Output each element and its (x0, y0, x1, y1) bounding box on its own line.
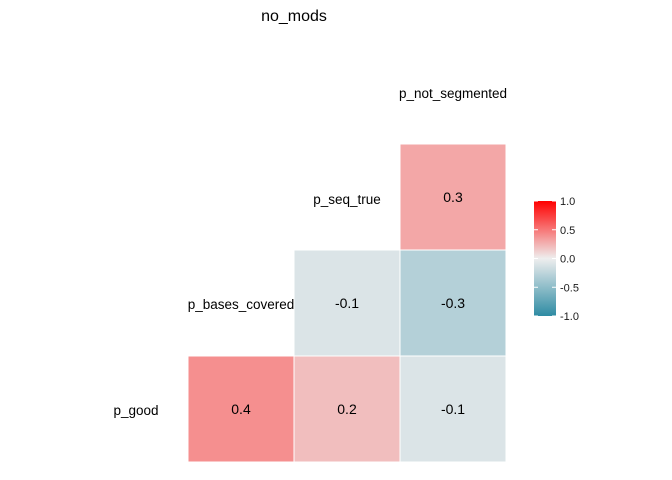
heatmap-cell-p-good-p-seq-true (293, 355, 401, 463)
legend-ticks: 1.0 0.5 0.0 -0.5 -1.0 (534, 196, 579, 323)
heatmap-cell-p-good-p-bases-covered (187, 355, 295, 463)
heatmap-cell-p-bases-covered-p-not-segmented (399, 249, 507, 357)
legend-tick-label: 0.0 (560, 254, 575, 266)
cell-value-label: 0.3 (443, 189, 463, 205)
variable-label-p-not-segmented: p_not_segmented (399, 86, 507, 101)
cell-value-label: -0.1 (441, 401, 465, 417)
heatmap-cells (187, 143, 507, 463)
variable-label-p-bases-covered: p_bases_covered (188, 297, 295, 312)
variable-label-p-seq-true: p_seq_true (313, 192, 381, 207)
legend-tick-label: -0.5 (560, 282, 579, 294)
chart-title: no_mods (261, 8, 327, 25)
legend-tick-label: 0.5 (560, 225, 575, 237)
heatmap-cell-p-bases-covered-p-seq-true (293, 249, 401, 357)
legend-tick-label: 1.0 (560, 196, 575, 208)
cell-value-label: -0.1 (335, 295, 359, 311)
heatmap-cell-p-seq-true-p-not-segmented (399, 143, 507, 251)
cell-value-label: 0.4 (231, 401, 251, 417)
variable-label-p-good: p_good (113, 403, 158, 418)
legend-colorbar (534, 201, 556, 316)
legend-tick-label: -1.0 (560, 311, 579, 323)
heatmap-cell-labels: 0.4 0.2 -0.1 -0.1 -0.3 0.3 (231, 189, 465, 417)
cell-value-label: -0.3 (441, 295, 465, 311)
variable-labels: p_good p_bases_covered p_seq_true p_not_seg… (113, 86, 507, 418)
color-legend: 1.0 0.5 0.0 -0.5 -1.0 (534, 196, 579, 323)
cell-value-label: 0.2 (337, 401, 357, 417)
